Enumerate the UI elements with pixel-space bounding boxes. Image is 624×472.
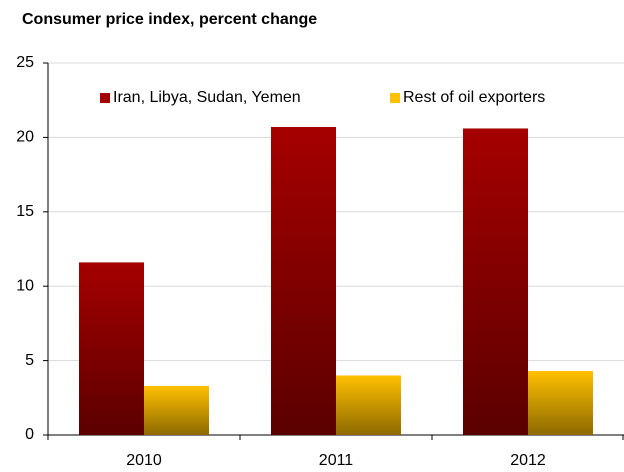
bar-shade (463, 128, 528, 436)
legend-label: Iran, Libya, Sudan, Yemen (113, 89, 301, 106)
legend-swatch (100, 93, 110, 103)
y-tick-label: 15 (16, 203, 34, 220)
bar-shade (144, 385, 209, 435)
bar-shade (79, 262, 144, 435)
legend-label: Rest of oil exporters (403, 89, 545, 106)
x-tick-label: 2011 (319, 452, 354, 469)
x-tick-label: 2010 (126, 452, 162, 469)
y-tick-label: 0 (25, 426, 34, 443)
bar-shade (271, 126, 336, 435)
y-tick-label: 25 (16, 54, 34, 71)
y-tick-label: 20 (16, 129, 34, 146)
legend-swatch (390, 93, 400, 103)
bar-shade (336, 375, 401, 435)
y-tick-label: 5 (25, 352, 34, 369)
chart-title: Consumer price index, percent change (22, 11, 317, 28)
bar-shade (528, 371, 593, 435)
x-tick-label: 2012 (510, 452, 546, 469)
y-tick-label: 10 (16, 277, 34, 294)
